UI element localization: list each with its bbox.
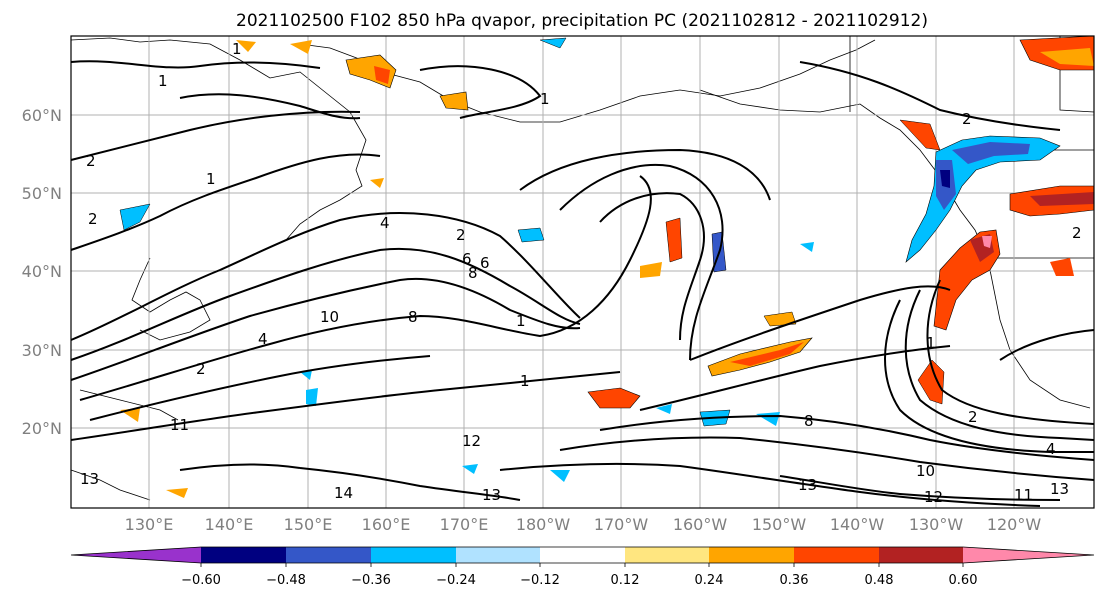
colorbar-segment — [71, 547, 201, 563]
colorbar-segment — [456, 547, 540, 563]
contour-label: 2 — [196, 360, 206, 378]
contour-label: 8 — [804, 412, 814, 430]
lon-label: 160°W — [673, 515, 728, 534]
colorbar-segment — [794, 547, 879, 563]
lat-label: 40°N — [22, 262, 62, 281]
lon-label: 170°E — [440, 515, 489, 534]
lon-label: 130°W — [909, 515, 964, 534]
lon-label: 150°E — [284, 515, 333, 534]
colorbar-tick-label: −0.12 — [520, 573, 560, 588]
contour-label: 4 — [258, 330, 268, 348]
map-panel: 1 1 1 2 2 1 2 4 6 8 10 1 4 2 6 8 1 11 13… — [70, 35, 1095, 509]
lat-label: 30°N — [22, 341, 62, 360]
lon-label: 130°E — [125, 515, 174, 534]
contour-label: 13 — [1050, 480, 1069, 498]
contour-label: 2 — [456, 226, 466, 244]
contour-label: 2 — [1072, 224, 1082, 242]
lon-label: 140°E — [205, 515, 254, 534]
contour-label: 10 — [916, 462, 935, 480]
contour-label: 4 — [1046, 440, 1056, 458]
colorbar-tick-label: 0.36 — [780, 573, 809, 588]
precip-shading — [119, 35, 1095, 498]
contour-label: 2 — [86, 152, 96, 170]
colorbar-tick-label: 0.48 — [865, 573, 894, 588]
contour-label: 8 — [468, 264, 478, 282]
colorbar-tick-label: 0.12 — [611, 573, 640, 588]
colorbar-tick-labels: −0.60 −0.48 −0.36 −0.24 −0.12 0.12 0.24 … — [181, 573, 977, 588]
lon-label: 120°W — [987, 515, 1042, 534]
graticule — [71, 36, 1094, 508]
colorbar-segment — [709, 547, 794, 563]
colorbar-tick-label: −0.60 — [181, 573, 221, 588]
colorbar-tick-label: −0.48 — [266, 573, 306, 588]
contour-label: 1 — [540, 90, 550, 108]
contour-label: 1 — [232, 40, 242, 58]
colorbar-segment — [540, 547, 625, 563]
qvapor-contours — [70, 60, 1095, 507]
colorbar-segment — [879, 547, 963, 563]
contour-label: 1 — [926, 334, 936, 352]
contour-label: 2 — [962, 110, 972, 128]
contour-labels: 1 1 1 2 2 1 2 4 6 8 10 1 4 2 6 8 1 11 13… — [80, 40, 1082, 506]
contour-label: 1 — [520, 372, 530, 390]
contour-label: 11 — [170, 416, 189, 434]
contour-label: 13 — [798, 476, 817, 494]
map-title: 2021102500 F102 850 hPa qvapor, precipit… — [236, 11, 928, 31]
contour-label: 6 — [462, 250, 472, 268]
contour-label: 6 — [480, 254, 490, 272]
lat-label: 50°N — [22, 184, 62, 203]
contour-label: 14 — [334, 484, 353, 502]
lon-label: 180°W — [516, 515, 571, 534]
colorbar: −0.60 −0.48 −0.36 −0.24 −0.12 0.12 0.24 … — [70, 546, 1095, 588]
contour-label: 2 — [88, 210, 98, 228]
contour-label: 1 — [206, 170, 216, 188]
contour-label: 13 — [80, 470, 99, 488]
contour-label: 12 — [462, 432, 481, 450]
colorbar-segment — [625, 547, 709, 563]
contour-label: 10 — [320, 308, 339, 326]
colorbar-tick-label: 0.24 — [695, 573, 724, 588]
lat-label: 60°N — [22, 106, 62, 125]
contour-label: 1 — [158, 72, 168, 90]
map-frame — [70, 35, 1095, 509]
contour-label: 4 — [380, 214, 390, 232]
contour-label: 1 — [516, 312, 526, 330]
lon-label: 140°W — [830, 515, 885, 534]
colorbar-tick-label: −0.36 — [351, 573, 391, 588]
lon-label: 170°W — [594, 515, 649, 534]
latitude-labels: 60°N 50°N 40°N 30°N 20°N — [22, 106, 62, 438]
contour-label: 2 — [968, 408, 978, 426]
lat-label: 20°N — [22, 419, 62, 438]
longitude-labels: 130°E 140°E 150°E 160°E 170°E 180°W 170°… — [125, 515, 1042, 534]
colorbar-segment — [286, 547, 371, 563]
contour-label: 8 — [408, 308, 418, 326]
lon-label: 160°E — [362, 515, 411, 534]
colorbar-segment — [963, 547, 1094, 563]
lon-label: 150°W — [752, 515, 807, 534]
contour-label: 11 — [1014, 486, 1033, 504]
contour-label: 13 — [482, 486, 501, 504]
colorbar-segment — [371, 547, 456, 563]
contour-label: 12 — [924, 488, 943, 506]
colorbar-tick-label: −0.24 — [436, 573, 476, 588]
colorbar-tick-label: 0.60 — [949, 573, 978, 588]
colorbar-segment — [201, 547, 286, 563]
